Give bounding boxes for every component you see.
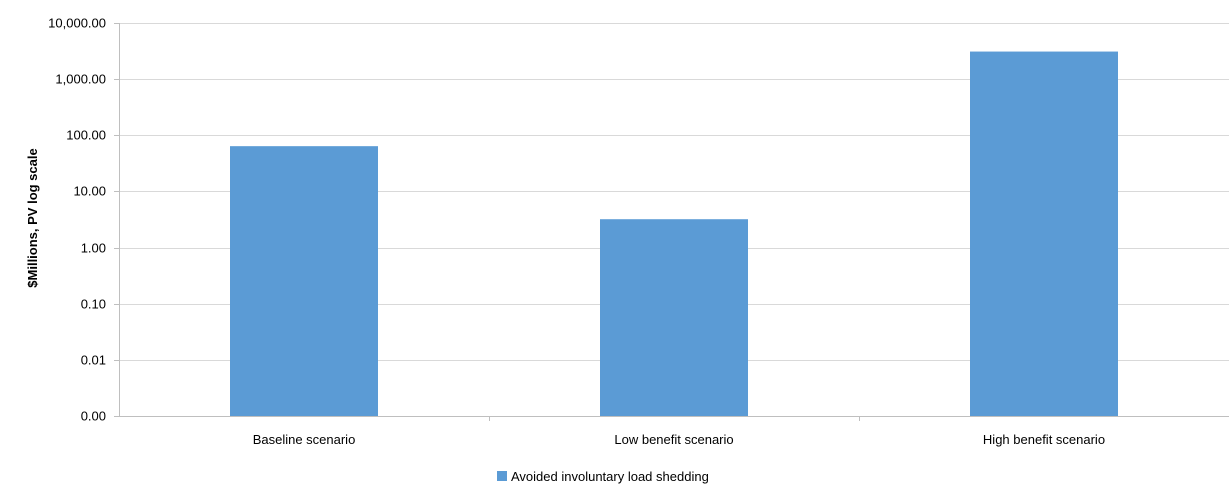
y-tick-label: 10.00 [73,184,106,199]
y-axis-title: $Millions, PV log scale [25,148,40,287]
bar [230,146,378,416]
y-tick-label: 10,000.00 [48,16,106,31]
bar [970,51,1118,417]
y-tick-label: 0.00 [81,409,106,424]
legend-label: Avoided involuntary load shedding [511,469,709,484]
y-axis-tick-labels: 0.00 0.01 0.10 1.00 10.00 100.00 1,000.00 10,00… [48,16,106,424]
y-tick-label: 0.10 [81,297,106,312]
bars [230,51,1118,417]
x-tick-label: Baseline scenario [253,432,356,447]
axes [114,23,1229,421]
x-tick-label: High benefit scenario [983,432,1105,447]
legend: Avoided involuntary load shedding [497,469,709,484]
y-tick-label: 1.00 [81,241,106,256]
x-axis-tick-labels: Baseline scenario Low benefit scenario Hig… [253,432,1105,447]
y-tick-label: 100.00 [66,128,106,143]
legend-swatch [497,471,507,481]
y-tick-label: 0.01 [81,353,106,368]
y-tick-label: 1,000.00 [55,72,106,87]
x-tick-label: Low benefit scenario [614,432,733,447]
bar [600,219,748,416]
